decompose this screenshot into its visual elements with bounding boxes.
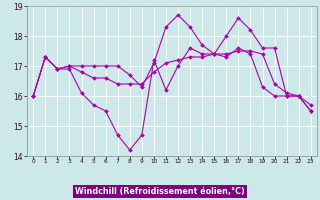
Text: Windchill (Refroidissement éolien,°C): Windchill (Refroidissement éolien,°C) <box>75 187 245 196</box>
